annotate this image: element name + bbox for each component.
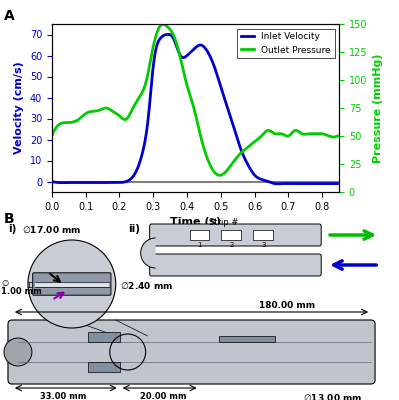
Text: 1: 1 xyxy=(197,242,202,248)
Text: $\varnothing$13.00 mm: $\varnothing$13.00 mm xyxy=(303,392,363,400)
Bar xyxy=(190,230,209,240)
Text: 2: 2 xyxy=(229,242,233,248)
Text: $\varnothing$: $\varnothing$ xyxy=(1,278,10,288)
Bar xyxy=(88,332,120,342)
Text: ii): ii) xyxy=(128,224,140,234)
Bar xyxy=(219,336,275,342)
Circle shape xyxy=(28,240,116,328)
Circle shape xyxy=(4,338,32,366)
Bar xyxy=(221,230,241,240)
Bar xyxy=(88,362,120,372)
Text: 180.00 mm: 180.00 mm xyxy=(259,301,316,310)
Legend: Inlet Velocity, Outlet Pressure: Inlet Velocity, Outlet Pressure xyxy=(237,28,335,58)
X-axis label: Time (s): Time (s) xyxy=(170,217,221,227)
Text: 1.00 mm: 1.00 mm xyxy=(1,287,42,296)
Text: $\varnothing$17.00 mm: $\varnothing$17.00 mm xyxy=(22,224,81,235)
Text: 3: 3 xyxy=(261,242,266,248)
FancyBboxPatch shape xyxy=(150,224,321,246)
Wedge shape xyxy=(140,238,156,268)
FancyBboxPatch shape xyxy=(33,273,111,295)
Text: 20.00 mm: 20.00 mm xyxy=(140,392,186,400)
Text: 33.00 mm: 33.00 mm xyxy=(40,392,86,400)
Text: $\varnothing$2.40 mm: $\varnothing$2.40 mm xyxy=(120,280,173,291)
Text: i): i) xyxy=(8,224,16,234)
Bar xyxy=(35,282,109,287)
Bar xyxy=(253,230,273,240)
FancyBboxPatch shape xyxy=(150,254,321,276)
Y-axis label: Velocity (cm/s): Velocity (cm/s) xyxy=(14,62,24,154)
Text: A: A xyxy=(4,9,15,23)
Text: Strip #: Strip # xyxy=(209,218,238,227)
Text: B: B xyxy=(4,212,15,226)
FancyBboxPatch shape xyxy=(8,320,375,384)
Y-axis label: Pressure (mmHg): Pressure (mmHg) xyxy=(373,53,383,163)
